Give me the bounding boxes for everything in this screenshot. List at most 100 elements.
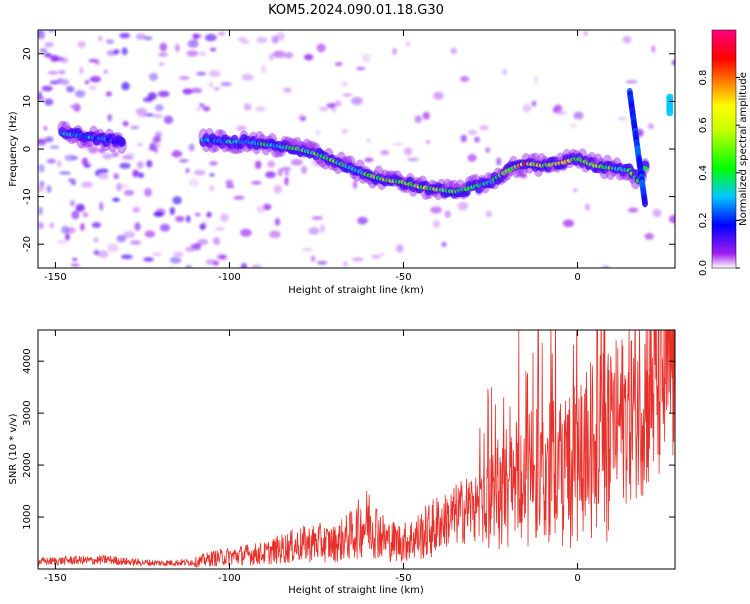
noise-blob: [196, 71, 207, 76]
noise-blob: [197, 238, 209, 246]
spectrogram-noise: [38, 30, 675, 268]
noise-blob: [311, 255, 316, 262]
noise-blob: [241, 73, 254, 82]
noise-blob: [46, 185, 52, 193]
noise-blob: [47, 30, 55, 33]
noise-blob: [157, 90, 170, 98]
noise-blob: [191, 87, 203, 93]
noise-blob: [46, 158, 56, 164]
noise-blob: [622, 35, 632, 44]
noise-blob: [154, 104, 164, 112]
x-tick-label: -100: [218, 573, 241, 584]
noise-blob: [79, 223, 85, 231]
noise-blob: [94, 61, 101, 65]
noise-blob: [251, 264, 263, 268]
noise-blob: [122, 121, 129, 127]
noise-blob: [265, 171, 276, 179]
noise-blob: [111, 151, 120, 158]
noise-blob: [39, 180, 45, 188]
noise-blob: [67, 178, 76, 182]
ridge-core: [118, 141, 125, 146]
noise-blob: [174, 216, 185, 222]
snr-series-line: [38, 330, 675, 569]
noise-blob: [144, 187, 153, 197]
noise-blob: [98, 147, 106, 154]
noise-blob: [303, 53, 314, 61]
noise-blob: [132, 206, 141, 213]
noise-blob: [39, 48, 48, 53]
noise-blob: [326, 103, 336, 109]
noise-blob: [56, 240, 68, 244]
noise-blob: [315, 129, 321, 136]
noise-blob: [334, 100, 342, 107]
noise-blob: [159, 62, 165, 66]
noise-blob: [209, 161, 218, 166]
noise-blob: [64, 233, 70, 241]
noise-blob: [148, 72, 159, 81]
noise-blob: [135, 33, 147, 40]
noise-blob: [81, 157, 89, 166]
noise-blob: [38, 185, 45, 193]
noise-blob: [189, 178, 200, 187]
noise-blob: [569, 123, 577, 129]
noise-blob: [58, 70, 66, 75]
noise-blob: [392, 142, 404, 146]
noise-blob: [88, 58, 100, 63]
noise-blob: [459, 76, 470, 82]
noise-blob: [460, 134, 467, 143]
noise-blob: [209, 47, 217, 52]
noise-blob: [39, 32, 45, 41]
noise-blob: [652, 208, 662, 218]
noise-blob: [75, 203, 85, 212]
noise-blob: [121, 81, 130, 91]
noise-blob: [316, 43, 326, 53]
noise-blob: [158, 52, 168, 57]
noise-blob: [522, 103, 532, 113]
noise-blob: [284, 171, 290, 176]
noise-blob: [341, 81, 348, 87]
noise-blob: [112, 197, 120, 202]
noise-blob: [159, 223, 171, 232]
spectrogram-image: [38, 30, 675, 268]
noise-blob: [280, 167, 292, 171]
colorbar-tick-label: 0.4: [698, 165, 709, 181]
noise-blob: [116, 182, 122, 192]
ridge-core: [642, 165, 649, 171]
noise-blob: [301, 247, 314, 252]
noise-blob: [379, 252, 385, 257]
noise-blob: [70, 181, 77, 185]
noise-blob: [278, 50, 286, 59]
noise-blob: [137, 111, 148, 118]
noise-blob: [213, 86, 220, 91]
noise-blob: [364, 157, 374, 163]
noise-blob: [103, 69, 109, 74]
noise-blob: [241, 40, 250, 45]
noise-blob: [531, 100, 537, 107]
noise-blob: [479, 125, 489, 131]
noise-blob: [220, 81, 232, 87]
noise-blob: [256, 205, 266, 214]
noise-blob: [121, 47, 128, 56]
ridge-streak: [642, 199, 649, 208]
noise-blob: [172, 196, 182, 205]
noise-blob: [106, 50, 117, 56]
noise-blob: [315, 161, 321, 165]
noise-blob: [502, 68, 508, 76]
noise-blob: [130, 240, 142, 245]
noise-blob: [556, 110, 568, 116]
noise-blob: [444, 210, 451, 218]
noise-blob: [66, 86, 75, 93]
snr-panel: -150 -100 -50 0 1000 2000 3000 4000 Height of …: [8, 329, 676, 596]
noise-blob: [199, 51, 207, 57]
noise-blob: [193, 243, 202, 251]
noise-blob: [209, 173, 215, 177]
noise-blob: [178, 159, 189, 163]
noise-blob: [136, 161, 144, 169]
noise-blob: [277, 168, 283, 177]
noise-blob: [671, 59, 675, 66]
colorbar-ticks: 0.0 0.2 0.4 0.6 0.8: [698, 70, 740, 276]
noise-blob: [146, 160, 153, 168]
x-tick-label: 0: [574, 272, 580, 283]
noise-blob: [195, 106, 202, 112]
noise-blob: [407, 157, 419, 162]
